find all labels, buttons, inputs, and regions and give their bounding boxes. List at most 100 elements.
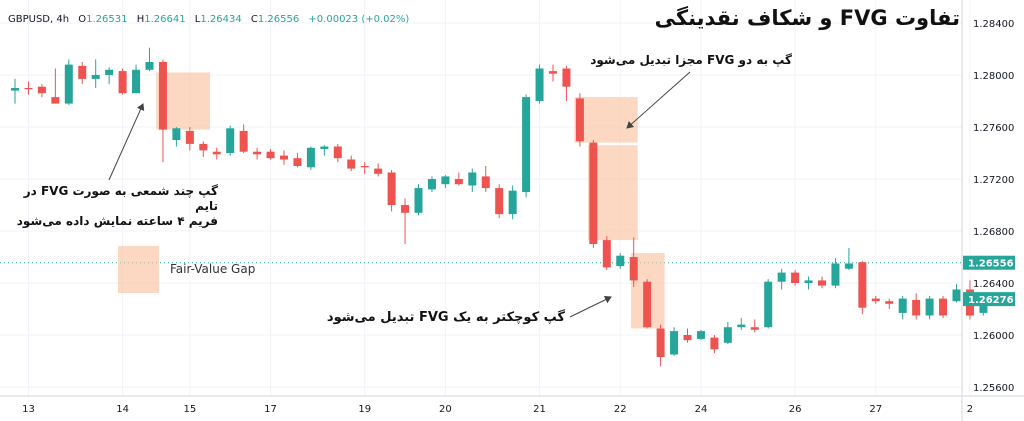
candle [24,81,33,95]
annotation-small-gap: گپ کوچکتر به یک FVG تبدیل می‌شود [326,310,565,325]
candle-body [670,331,679,355]
candle [777,268,786,290]
candle [280,150,288,165]
candle-body [804,280,813,283]
candle-body [347,159,356,169]
candle [723,322,732,345]
candle [172,127,181,147]
candle [804,276,813,290]
candle-body [737,324,746,328]
candle-body [939,298,948,316]
candle [293,153,302,168]
annotation-line-1: گپ چند شمعی به صورت FVG در تایم [23,184,218,213]
legend-label: Fair-Value Gap [170,262,256,276]
candle-body [616,255,625,267]
candle [508,185,517,220]
candle [78,62,87,85]
candle [602,236,611,270]
candle [360,162,369,174]
candle [939,296,948,319]
fvg-zones [156,72,665,329]
candle [495,184,504,218]
x-tick-label: 2 [967,404,973,415]
annotation-line-2: فریم ۴ ساعته نمایش داده می‌شود [16,214,218,228]
candle [522,94,531,198]
candle-body [158,62,167,130]
candle-body [64,64,73,104]
candle-body [199,143,208,151]
candle [831,258,840,289]
candle [427,176,436,192]
candle-body [212,151,221,155]
annotation-two-fvg: گپ به دو FVG مجزا تبدیل می‌شود [590,53,792,67]
candle [64,59,73,105]
symbol-label: GBPUSD, 4h [8,14,70,25]
candle-body [562,68,571,87]
candle [764,279,773,329]
y-tick-label: 1.27600 [973,123,1014,134]
candle [818,276,826,289]
candle-body [777,272,786,282]
low-value: 1.26434 [200,14,242,25]
candle-body [818,280,826,286]
high-key: H [136,14,145,25]
candle [683,328,692,343]
candle-body [91,75,100,79]
candle [132,64,141,94]
candle [158,59,167,163]
x-tick-label: 17 [264,404,277,415]
candle-body [683,335,692,341]
candle-body [871,298,880,302]
candle [306,146,315,170]
candle [105,67,114,85]
candle-body [37,86,46,94]
candle-body [280,155,288,160]
open-key: O [78,14,87,25]
y-tick-label: 1.28000 [973,71,1014,82]
candle-body [226,128,235,153]
arrow-multi-candle [108,103,145,181]
candle-body [239,130,248,152]
candle [696,329,705,341]
candle [737,318,746,330]
candle [387,169,396,212]
candle [212,147,221,160]
candle-body [885,301,894,304]
candle [91,59,100,88]
candle-body [575,98,584,142]
candle-body [696,331,705,339]
y-tick-label: 1.26000 [973,331,1014,342]
price-tag-label: 1.26556 [968,259,1014,270]
price-tag-bg [963,292,1015,307]
candle-body [118,71,127,94]
candle [750,319,759,333]
candle-body [387,172,396,205]
candle-body [858,262,867,308]
candle-body [11,88,19,91]
candle-body [24,88,33,90]
candle-body [401,205,410,213]
candle-body [145,62,154,70]
candle-body [549,71,557,74]
candle-body [172,128,181,140]
candle [871,296,880,304]
candle-body [535,68,544,101]
candle-body [495,188,504,215]
candle [562,65,571,101]
candle-body [925,298,934,316]
candle-body [266,151,275,159]
candle [454,172,463,186]
candle [51,68,60,104]
candle-body [750,327,759,330]
open-value: 1.26531 [86,14,128,25]
close-key: C [250,14,258,25]
candle [710,335,719,354]
annotation-multi-candle-gap: گپ چند شمعی به صورت FVG در تایم فریم ۴ س… [0,184,218,229]
candle-body [481,176,490,189]
candle [37,84,46,98]
candle [11,78,19,104]
x-tick-label: 21 [533,404,546,415]
candle-body [293,158,302,166]
candle [468,168,477,192]
